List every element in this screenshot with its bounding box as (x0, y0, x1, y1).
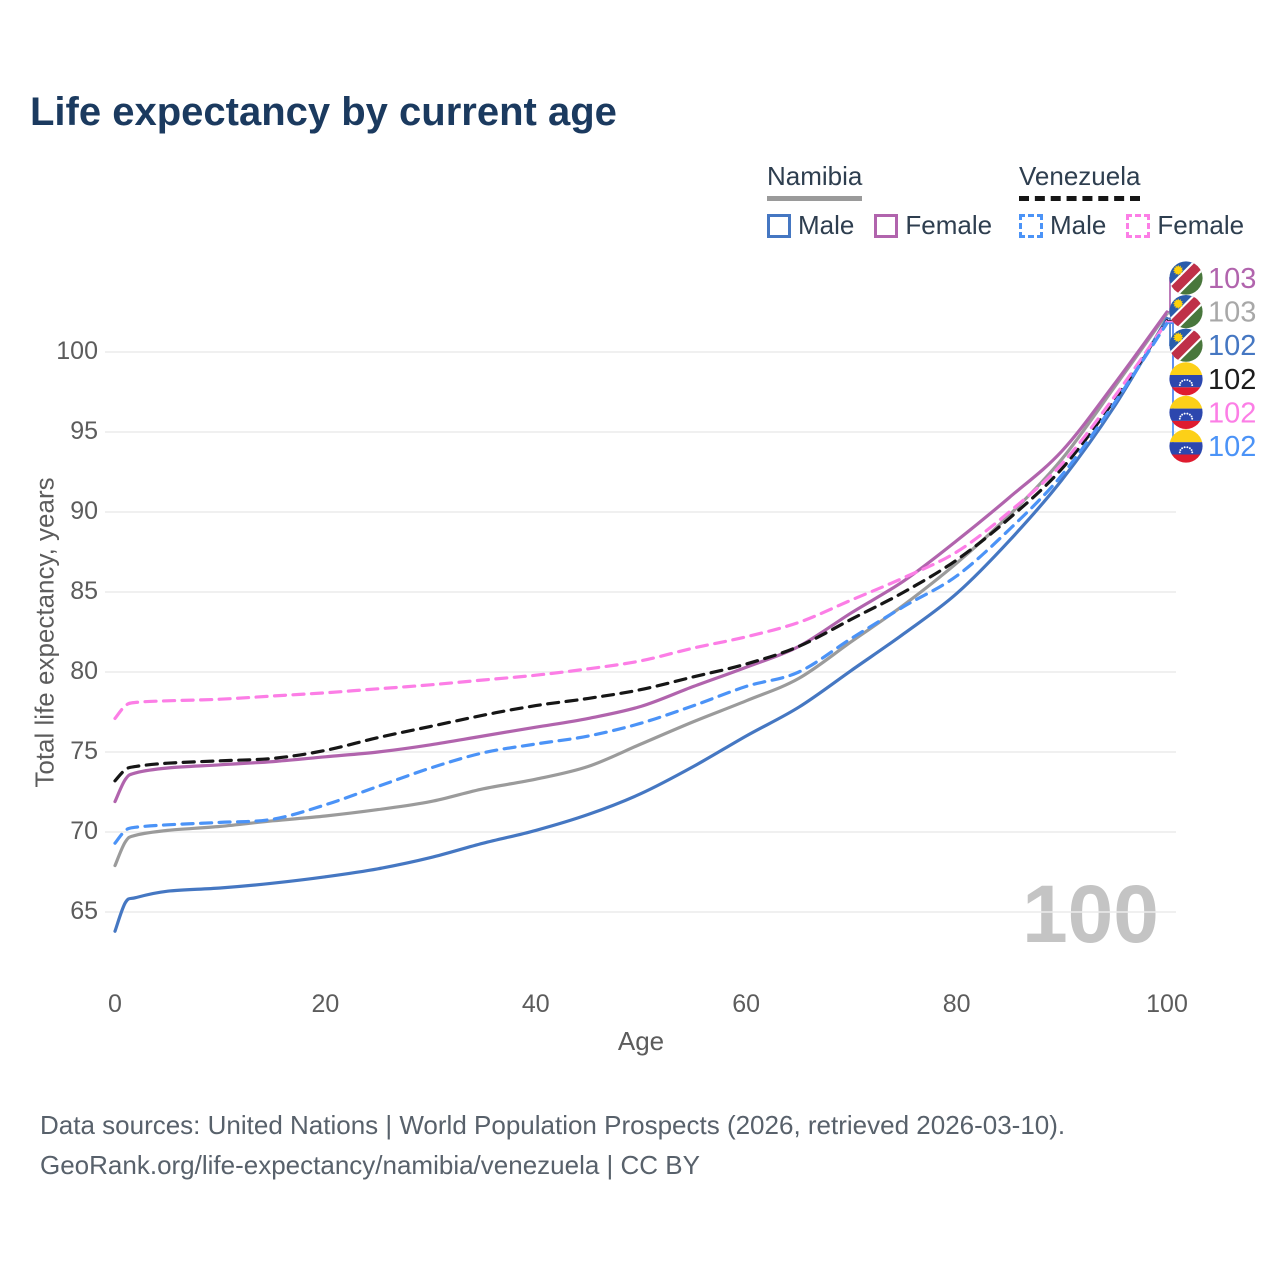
series-line-namibia-total (113, 312, 1169, 868)
endpoint-value-label: 102 (1208, 397, 1256, 429)
legend-label-namibia-female[interactable]: Female (905, 210, 993, 240)
y-tick-label: 95 (70, 417, 98, 445)
legend-swatch-venezuela-male[interactable] (1019, 213, 1043, 238)
endpoint-value-label: 103 (1208, 263, 1256, 295)
x-tick-label: 80 (942, 990, 971, 1018)
x-tick-label: 40 (521, 990, 550, 1018)
legend-country-venezuela: Venezuela (1019, 161, 1141, 201)
x-tick-label: 20 (311, 990, 340, 1018)
legend-country-namibia: Namibia (767, 161, 863, 201)
legend-label-venezuela-male[interactable]: Male (1050, 210, 1107, 240)
x-axis-title: Age (617, 1026, 665, 1056)
series-line-namibia-female (113, 310, 1169, 804)
legend-label-venezuela-female[interactable]: Female (1157, 210, 1245, 240)
legend-group-venezuela: Venezuela Male Female (1019, 161, 1264, 241)
namibia-flag-icon (1169, 328, 1203, 362)
y-tick-label: 90 (70, 497, 98, 525)
endpoint-value-label: 102 (1208, 431, 1256, 463)
footer-attribution: GeoRank.org/life-expectancy/namibia/vene… (40, 1150, 700, 1180)
age-counter-watermark: 100 (1022, 869, 1159, 960)
y-tick-label: 65 (70, 897, 98, 925)
series-line-namibia-male (113, 316, 1169, 933)
namibia-flag-icon (1169, 261, 1203, 295)
footer-data-sources: Data sources: United Nations | World Pop… (40, 1110, 1066, 1140)
endpoint-value-label: 103 (1208, 297, 1256, 329)
y-tick-label: 70 (70, 817, 98, 845)
x-tick-label: 60 (732, 990, 761, 1018)
venezuela-flag-icon (1169, 395, 1203, 429)
legend-group-namibia: Namibia Male Female (767, 161, 1012, 241)
series-line-venezuela-total (113, 319, 1169, 783)
legend-label-namibia-male[interactable]: Male (798, 210, 855, 240)
page-title: Life expectancy by current age (30, 90, 617, 134)
endpoint-value-label: 102 (1208, 330, 1256, 362)
x-tick-label: 0 (108, 990, 122, 1018)
legend-swatch-venezuela-female[interactable] (1126, 213, 1151, 238)
y-tick-label: 80 (70, 657, 98, 685)
x-tick-label: 100 (1146, 990, 1188, 1018)
namibia-flag-icon (1169, 295, 1203, 329)
y-tick-label: 100 (56, 337, 98, 365)
legend-swatch-namibia-male[interactable] (767, 213, 791, 238)
endpoint-value-label: 102 (1208, 364, 1256, 396)
venezuela-flag-icon (1169, 362, 1203, 396)
y-tick-label: 75 (70, 737, 98, 765)
y-tick-label: 85 (70, 577, 98, 605)
series-line-venezuela-female (113, 320, 1169, 720)
series-line-venezuela-male (113, 321, 1169, 845)
legend-swatch-namibia-female[interactable] (874, 213, 899, 238)
venezuela-flag-icon (1169, 429, 1203, 463)
